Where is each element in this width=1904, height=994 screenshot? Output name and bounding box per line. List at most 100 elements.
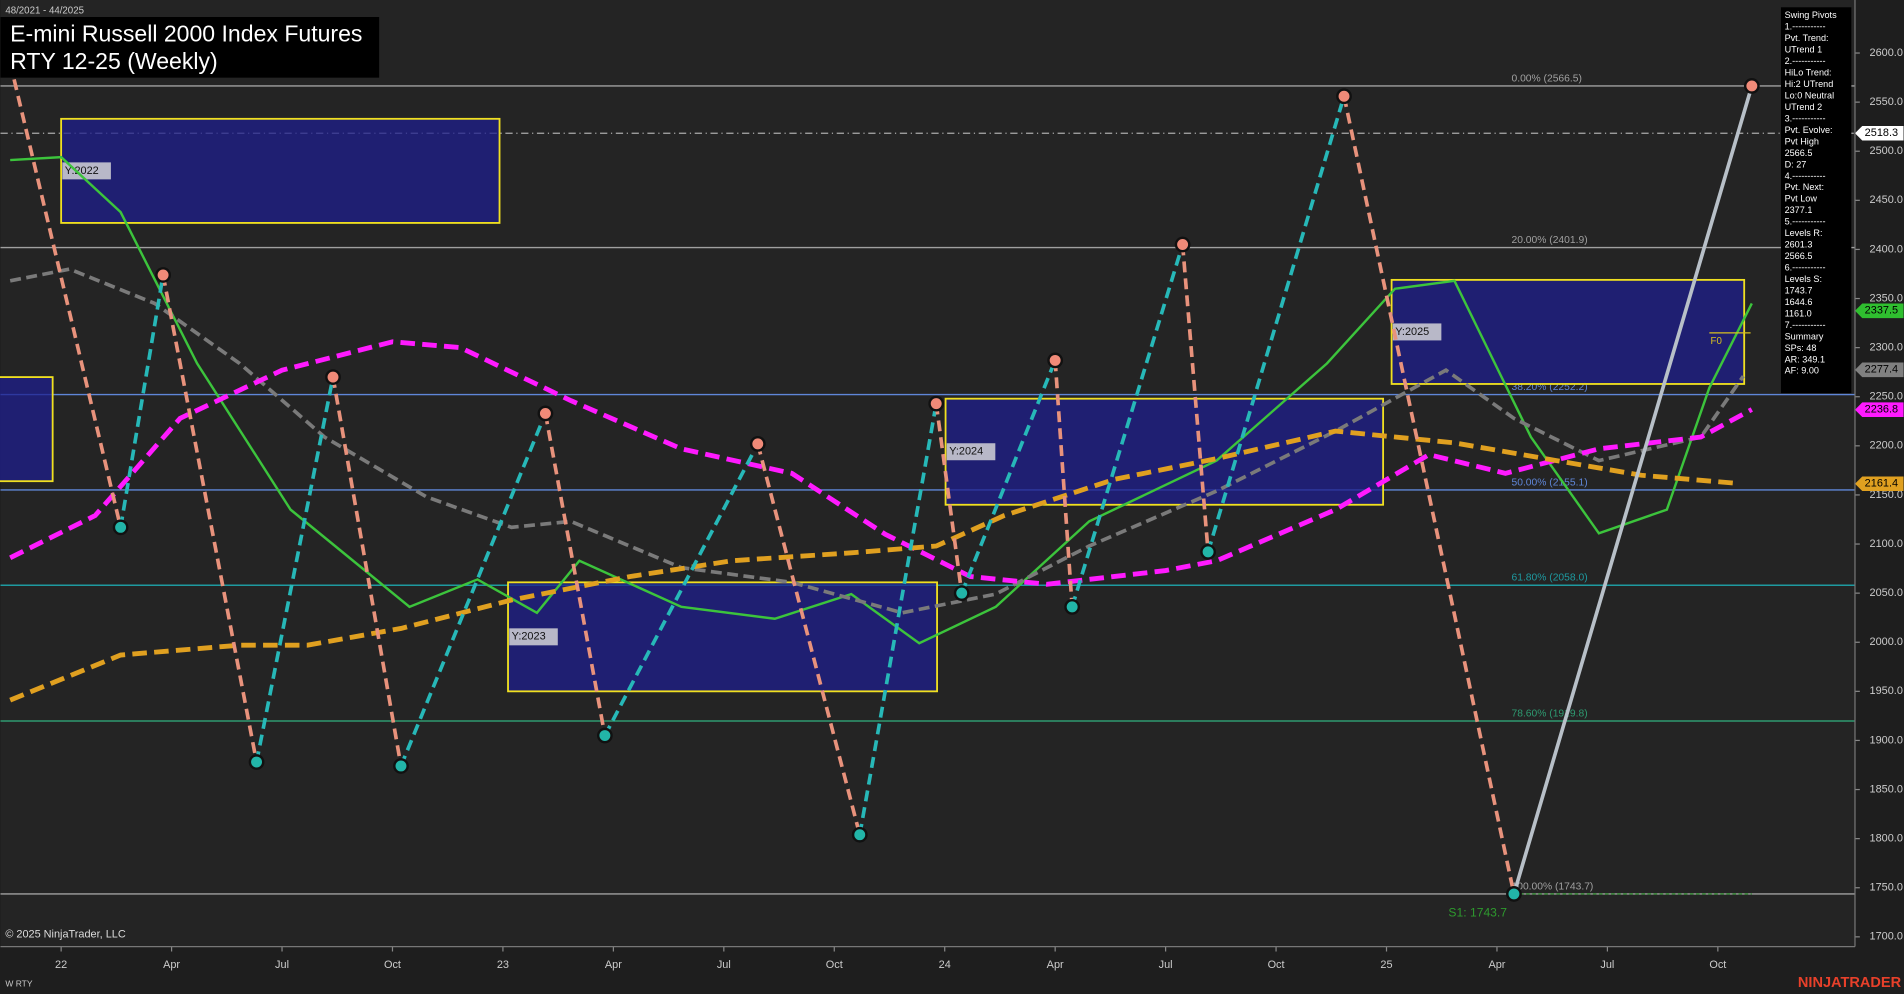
- sidebar-line: Hi:2 UTrend: [1785, 79, 1834, 89]
- copyright: © 2025 NinjaTrader, LLC: [5, 928, 126, 940]
- year-box: [944, 397, 1385, 506]
- sidebar-line: 2601.3: [1785, 240, 1813, 250]
- sidebar-line: 2566.5: [1785, 251, 1813, 261]
- sidebar-line: SPs: 48: [1785, 343, 1817, 353]
- sidebar-line: 7.-----------: [1785, 320, 1826, 330]
- x-tick-label: 25: [1380, 959, 1392, 971]
- year-label-bg: [509, 628, 558, 646]
- sidebar-line: 1743.7: [1785, 285, 1813, 295]
- sidebar-line: 2566.5: [1785, 148, 1813, 158]
- price-marker-label: 2236.8: [1865, 404, 1898, 416]
- moving-average: [10, 155, 1753, 645]
- title-box: [0, 16, 380, 78]
- price-marker-label: 2337.5: [1865, 305, 1898, 317]
- moving-average: [9, 267, 1745, 615]
- price-marker: [1854, 362, 1904, 378]
- pivot-point: [325, 369, 341, 385]
- x-tick-label: Apr: [605, 959, 622, 971]
- fib-label: 0.00% (2566.5): [1512, 73, 1582, 84]
- sidebar-line: 1.-----------: [1785, 22, 1826, 32]
- pivot-point: [1506, 886, 1522, 902]
- pivot-point: [928, 395, 945, 412]
- sidebar-line: AF: 9.00: [1785, 366, 1819, 376]
- y-tick-label: 2350.0: [1870, 292, 1903, 304]
- y-tick-label: 2000.0: [1870, 636, 1903, 648]
- pivot-segment: [543, 413, 607, 736]
- year-label: Y:2025: [1395, 326, 1429, 338]
- pivot-segment: [399, 412, 548, 767]
- sidebar-line: 2377.1: [1785, 205, 1813, 215]
- pivot-segment: [934, 403, 964, 594]
- sidebar-line: 1644.6: [1785, 297, 1813, 307]
- pivot-point: [749, 435, 766, 452]
- pivot-point: [851, 826, 868, 843]
- moving-average: [9, 339, 1753, 587]
- price-marker: [1854, 476, 1904, 492]
- fib-label: 61.80% (2058.0): [1512, 573, 1588, 584]
- price-marker-label: 2161.4: [1865, 478, 1898, 490]
- year-box: [507, 581, 938, 693]
- sidebar-bg: [1780, 7, 1852, 394]
- sidebar-line: Pvt High: [1785, 136, 1819, 146]
- sidebar-line: 1161.0: [1785, 308, 1812, 318]
- fib-label: 78.60% (1919.8): [1512, 708, 1588, 719]
- price-marker-label: 2518.3: [1865, 127, 1898, 139]
- pivot-segment: [1512, 85, 1754, 895]
- sidebar-line: D: 27: [1785, 159, 1807, 169]
- sidebar-line: Swing Pivots: [1785, 10, 1838, 20]
- year-box: [60, 117, 501, 224]
- pivot-point: [1336, 88, 1352, 105]
- fib-label: 50.00% (2155.1): [1512, 477, 1588, 488]
- pivot-point: [155, 267, 171, 283]
- y-tick-label: 1850.0: [1870, 783, 1903, 795]
- x-tick-label: Apr: [163, 959, 180, 971]
- pivot-point: [1743, 78, 1760, 94]
- y-tick-label: 2150.0: [1870, 489, 1903, 501]
- year-box: [0, 376, 54, 483]
- x-tick-label: Apr: [1488, 959, 1505, 971]
- sidebar-line: 5.-----------: [1785, 217, 1826, 227]
- pivot-segment: [960, 359, 1057, 594]
- fib-label: 20.00% (2401.9): [1512, 235, 1588, 246]
- x-tick-label: 22: [55, 959, 67, 971]
- pivot-segment: [857, 403, 939, 836]
- x-tick-label: Jul: [1159, 959, 1173, 971]
- sidebar-line: UTrend 2: [1785, 102, 1823, 112]
- pivot-point: [1064, 598, 1081, 615]
- pivot-segment: [1180, 244, 1210, 553]
- pivot-segment: [1070, 243, 1185, 608]
- sidebar-line: Summary: [1785, 331, 1824, 341]
- pivot-point: [112, 519, 129, 536]
- pivot-point: [537, 405, 554, 422]
- pivot-point: [248, 754, 265, 770]
- sidebar-line: Pvt. Evolve:: [1785, 125, 1833, 135]
- f0-label: F0: [1711, 336, 1723, 347]
- x-tick-label: 24: [939, 959, 951, 971]
- chart-title: E-mini Russell 2000 Index Futures: [10, 20, 362, 46]
- y-tick-label: 2300.0: [1870, 342, 1903, 354]
- y-tick-label: 2450.0: [1870, 194, 1903, 206]
- pivot-segment: [161, 274, 259, 763]
- price-marker: [1854, 125, 1904, 141]
- pivot-point: [596, 727, 613, 744]
- x-tick-label: Oct: [384, 959, 401, 971]
- y-tick-label: 2100.0: [1870, 538, 1903, 550]
- y-tick-label: 2550.0: [1870, 96, 1903, 108]
- pivot-segment: [603, 443, 760, 737]
- y-tick-label: 1800.0: [1870, 833, 1903, 845]
- y-tick-label: 1900.0: [1870, 734, 1903, 746]
- price-marker: [1854, 402, 1904, 417]
- pivot-segment: [1342, 95, 1516, 895]
- sidebar-line: Lo:0 Neutral: [1785, 90, 1835, 100]
- pivot-point: [1047, 352, 1064, 369]
- y-tick-label: 2200.0: [1870, 440, 1903, 452]
- s1-label: S1: 1743.7: [1448, 906, 1507, 920]
- sidebar-line: 4.-----------: [1785, 171, 1826, 181]
- x-tick-label: 23: [497, 959, 509, 971]
- pivot-segment: [1053, 360, 1074, 608]
- chart-subtitle: RTY 12-25 (Weekly): [10, 48, 218, 74]
- x-tick-label: Jul: [1600, 959, 1614, 971]
- x-tick-label: Jul: [717, 959, 731, 971]
